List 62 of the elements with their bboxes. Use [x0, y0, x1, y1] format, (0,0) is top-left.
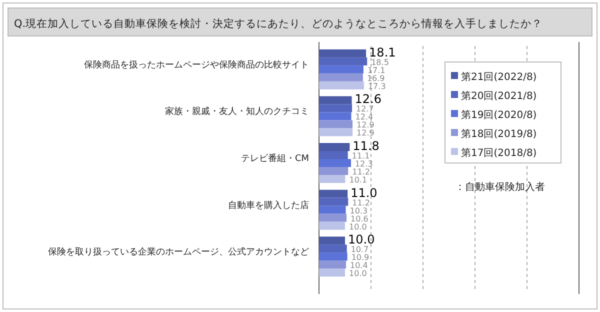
- annotation: ：自動車保険加入者: [455, 181, 545, 193]
- bar: [319, 214, 347, 222]
- bar: [319, 167, 348, 175]
- bar: [319, 151, 348, 159]
- bar: [319, 104, 352, 112]
- bar: [319, 206, 346, 214]
- data-label: 10.0: [348, 232, 375, 247]
- data-label: 10.0: [349, 222, 367, 232]
- y-tick-label: 家族・親戚・友人・知人のクチコミ: [165, 106, 309, 118]
- legend-label: 第19回(2020/8): [461, 109, 537, 121]
- bar: [319, 175, 346, 183]
- data-label: 17.1: [367, 66, 386, 75]
- bar: [319, 96, 352, 104]
- bar: [319, 143, 350, 151]
- data-label: 10.9: [351, 253, 370, 262]
- chart-title: Q.現在加入している自動車保険を検討・決定するにあたり、どのようなところから情報を入手しましたか？: [14, 17, 543, 30]
- data-label: 11.2: [352, 168, 370, 176]
- y-tick-label: 自動車を購入した店: [228, 200, 309, 211]
- bar: [319, 198, 348, 206]
- data-label: 12.9: [356, 120, 374, 130]
- bar: [319, 57, 368, 66]
- bar: [319, 159, 351, 167]
- data-label: 11.8: [352, 139, 380, 153]
- bar: [319, 260, 346, 269]
- legend-label: 第21回(2022/8): [461, 71, 537, 83]
- bar: [319, 236, 345, 245]
- data-label: 12.3: [354, 160, 373, 168]
- data-label: 11.0: [350, 186, 378, 200]
- bar: [319, 252, 348, 261]
- data-label: 10.3: [350, 206, 368, 216]
- data-label: 12.6: [354, 92, 382, 106]
- data-label: 11.1: [352, 152, 370, 160]
- data-label: 12.4: [355, 112, 374, 122]
- bar: [319, 244, 347, 253]
- bar: [319, 73, 363, 82]
- bar: [319, 222, 345, 230]
- bar: [319, 268, 345, 277]
- y-tick-label: 保険を取り扱っている企業のホームページ、公式アカウントなど: [48, 246, 309, 258]
- legend-label: 第18回(2019/8): [461, 128, 537, 140]
- y-tick-label: テレビ番組・CM: [240, 153, 309, 164]
- data-label: 10.6: [350, 214, 368, 224]
- data-label: 10.7: [350, 245, 369, 254]
- bar: [319, 128, 353, 136]
- bar: [319, 190, 348, 198]
- data-label: 10.1: [349, 176, 368, 184]
- data-label: 10.4: [350, 261, 368, 270]
- data-label: 17.3: [368, 82, 386, 91]
- data-label: 12.9: [356, 128, 374, 138]
- legend-label: 第17回(2018/8): [461, 147, 537, 159]
- y-tick-label: 保険商品を扱ったホームページや保険商品の比較サイト: [84, 59, 309, 70]
- data-label: 18.1: [369, 45, 396, 60]
- data-label: 10.0: [349, 269, 367, 278]
- legend-label: 第20回(2021/8): [461, 90, 537, 102]
- data-label: 16.9: [366, 74, 385, 83]
- bar: [319, 112, 352, 120]
- bar: [319, 65, 364, 74]
- data-label: 11.2: [352, 198, 370, 208]
- data-label: 18.5: [371, 58, 389, 67]
- bar: [319, 49, 366, 58]
- bar: [319, 120, 353, 128]
- data-label: 12.7: [356, 104, 374, 114]
- bar: [319, 81, 364, 90]
